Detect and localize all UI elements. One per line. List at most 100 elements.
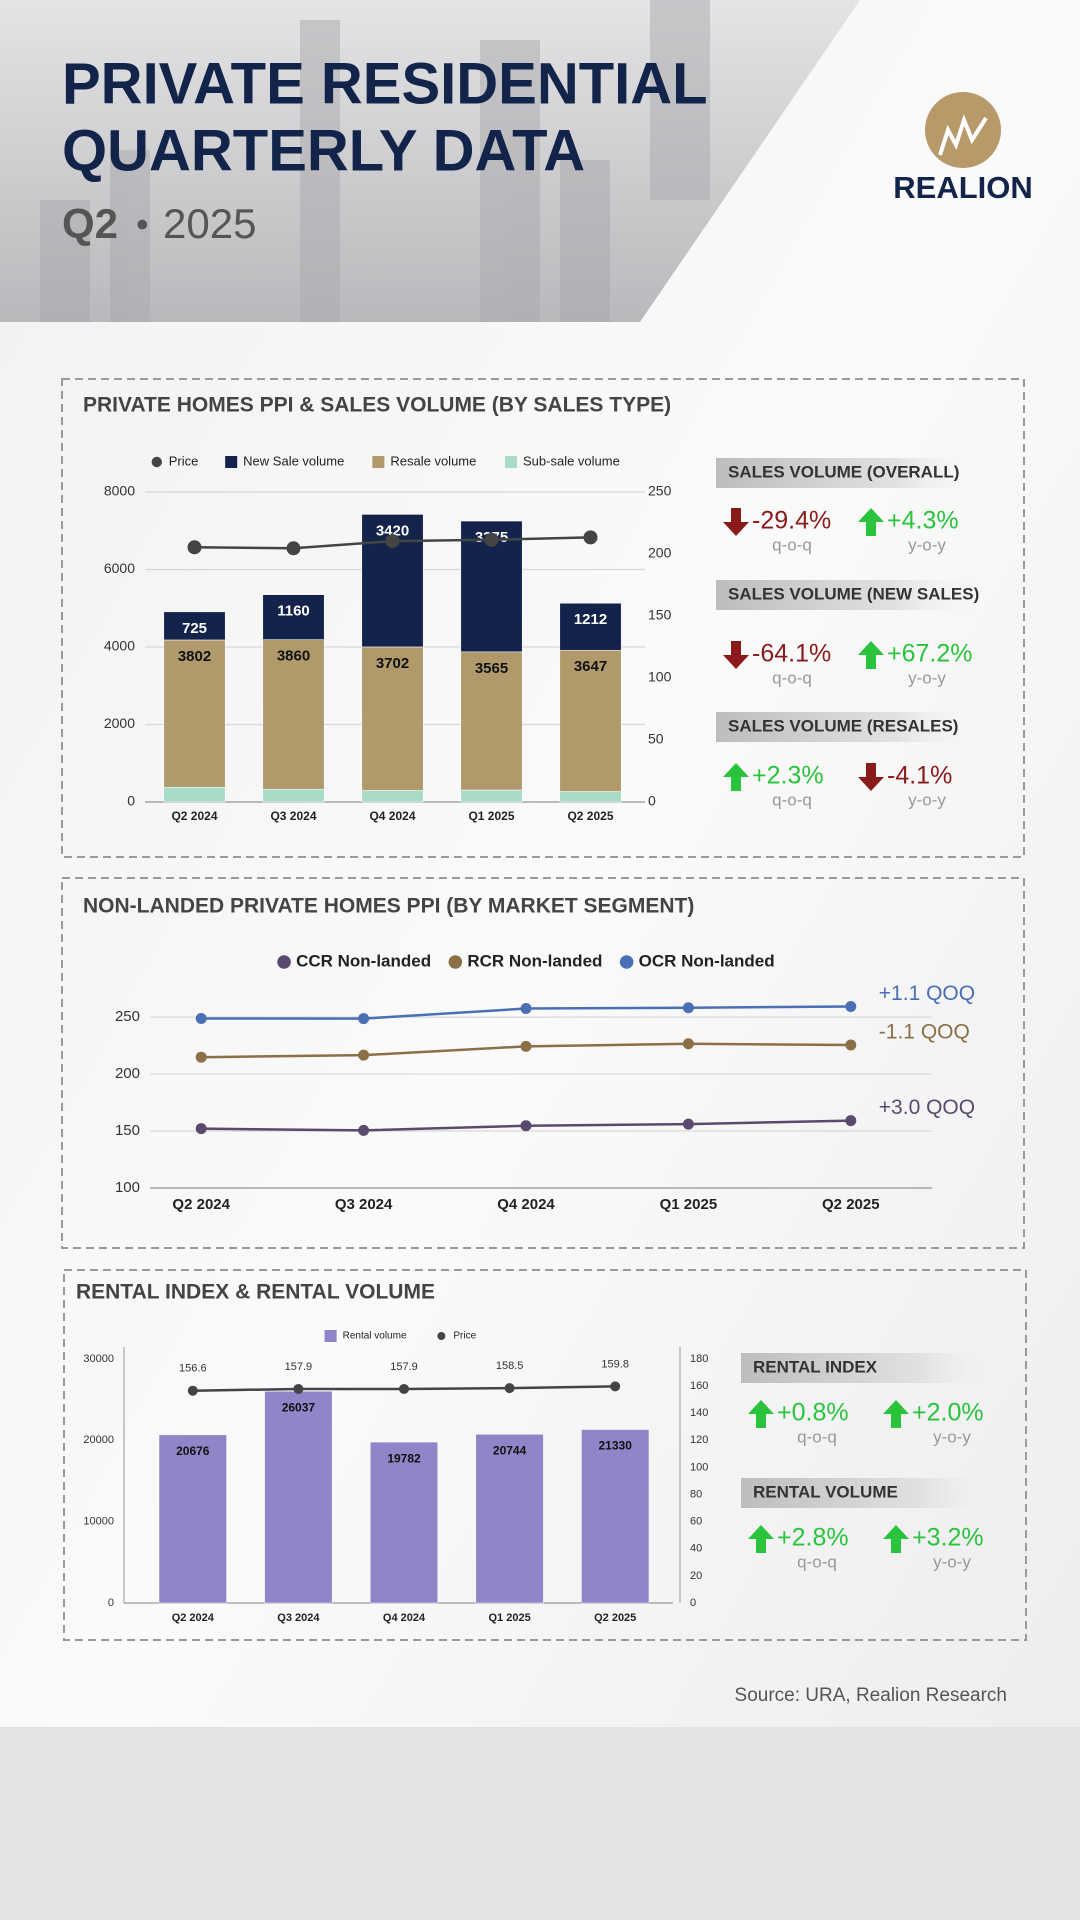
bar: [262, 594, 325, 640]
x-tick-label: Q1 2025: [488, 1612, 530, 1624]
y-tick-label: 10000: [83, 1516, 114, 1528]
bar: [163, 787, 226, 803]
kpi-period: q-o-q: [772, 790, 812, 809]
panel: [61, 378, 1025, 858]
kpi-value: +3.2%: [912, 1524, 984, 1552]
x-tick-label: Q3 2024: [335, 1196, 393, 1213]
legend-marker: [277, 955, 291, 969]
kpi-header: RENTAL VOLUME: [753, 1482, 898, 1501]
kpi-period: y-o-y: [933, 1427, 971, 1446]
x-tick-label: Q2 2025: [594, 1612, 636, 1624]
kpi-value: -29.4%: [752, 507, 831, 535]
logo-lines: [938, 114, 988, 156]
y2-tick-label: 60: [690, 1516, 702, 1528]
header-title: PRIVATE RESIDENTIAL: [62, 51, 708, 116]
chart-title: NON-LANDED PRIVATE HOMES PPI (BY MARKET …: [83, 895, 694, 918]
kpi-period: y-o-y: [933, 1552, 971, 1571]
point: [358, 1124, 370, 1136]
legend-label: Price: [169, 453, 199, 468]
legend-marker: [324, 1330, 337, 1342]
legend-marker: [437, 1332, 446, 1340]
kpi-period: q-o-q: [772, 668, 812, 687]
x-tick-label: Q1 2025: [660, 1196, 718, 1213]
bar: [361, 790, 424, 803]
y2-tick-label: 100: [690, 1461, 708, 1473]
bar-label: 1160: [277, 603, 310, 620]
point: [399, 1383, 409, 1394]
bar-label: 3702: [376, 655, 409, 672]
kpi-value: +2.8%: [777, 1524, 849, 1552]
panel: [63, 1269, 1027, 1641]
point: [504, 1383, 515, 1394]
kpi-value: +2.0%: [912, 1399, 984, 1427]
legend-marker: [151, 456, 162, 468]
arrow-up: [748, 1525, 774, 1553]
kpi-header-bg: [741, 1353, 1001, 1383]
point: [358, 1013, 370, 1025]
bar: [559, 603, 622, 651]
kpi-header-bg: [741, 1478, 1001, 1508]
point: [520, 1040, 532, 1052]
bar-label: 3565: [475, 660, 508, 677]
kpi-value: -64.1%: [752, 640, 831, 668]
bar: [475, 1434, 544, 1604]
point: [187, 1385, 198, 1396]
header-skyline: [0, 0, 860, 322]
x-tick-label: Q2 2025: [567, 809, 613, 823]
point: [293, 1383, 304, 1394]
y-tick-label: 200: [115, 1065, 140, 1082]
legend-marker: [225, 456, 238, 468]
brand-name: REALION: [893, 170, 1033, 205]
x-tick-label: Q2 2024: [172, 1612, 215, 1624]
point: [187, 540, 202, 555]
y-tick-label: 30000: [83, 1353, 114, 1365]
kpi-value: -4.1%: [887, 762, 952, 790]
legend-label: Resale volume: [390, 453, 476, 468]
kpi-value: +2.3%: [752, 762, 824, 790]
x-tick-label: Q2 2024: [171, 809, 217, 823]
kpi-value: +67.2%: [887, 640, 973, 668]
annotation: +1.1 QOQ: [879, 982, 975, 1005]
bar-label: 3647: [574, 658, 607, 675]
kpi-value: +4.3%: [887, 507, 959, 535]
x-tick-label: Q3 2024: [270, 809, 316, 823]
bar: [460, 651, 523, 791]
y2-tick-label: 40: [690, 1543, 702, 1555]
arrow-up: [883, 1400, 909, 1428]
point: [845, 1039, 857, 1051]
y-tick-label: 4000: [104, 638, 135, 654]
panel: [61, 877, 1025, 1249]
point: [286, 541, 301, 556]
point-label: 156.6: [179, 1363, 207, 1375]
bar-label: 3420: [376, 522, 409, 539]
annotation: +3.0 QOQ: [879, 1096, 975, 1119]
point: [682, 1002, 694, 1014]
arrow-down: [723, 641, 749, 669]
chart-title: PRIVATE HOMES PPI & SALES VOLUME (BY SAL…: [83, 394, 671, 417]
point: [520, 1120, 532, 1132]
point: [682, 1118, 694, 1130]
kpi-period: y-o-y: [908, 668, 946, 687]
y-tick-label: 2000: [104, 715, 135, 731]
header-title: QUARTERLY DATA: [62, 118, 585, 183]
y2-tick-label: 100: [648, 669, 672, 685]
point: [845, 1000, 857, 1012]
y2-tick-label: 20: [690, 1570, 702, 1582]
x-tick-label: Q1 2025: [468, 809, 514, 823]
kpi-header: SALES VOLUME (OVERALL): [728, 462, 959, 481]
bar: [163, 639, 226, 788]
legend-label: Rental volume: [343, 1331, 407, 1342]
y-tick-label: 8000: [104, 483, 135, 499]
bar-label: 725: [182, 620, 207, 637]
legend-marker: [448, 955, 463, 969]
y-tick-label: 20000: [83, 1434, 114, 1446]
y-tick-label: 250: [115, 1008, 140, 1025]
y-tick-label: 0: [108, 1597, 114, 1609]
bar: [559, 791, 622, 803]
point-label: 159.8: [601, 1358, 629, 1370]
legend-marker: [619, 955, 634, 969]
y-tick-label: 6000: [104, 560, 135, 576]
legend-label: OCR Non-landed: [639, 951, 775, 970]
y-tick-label: 150: [115, 1122, 140, 1139]
